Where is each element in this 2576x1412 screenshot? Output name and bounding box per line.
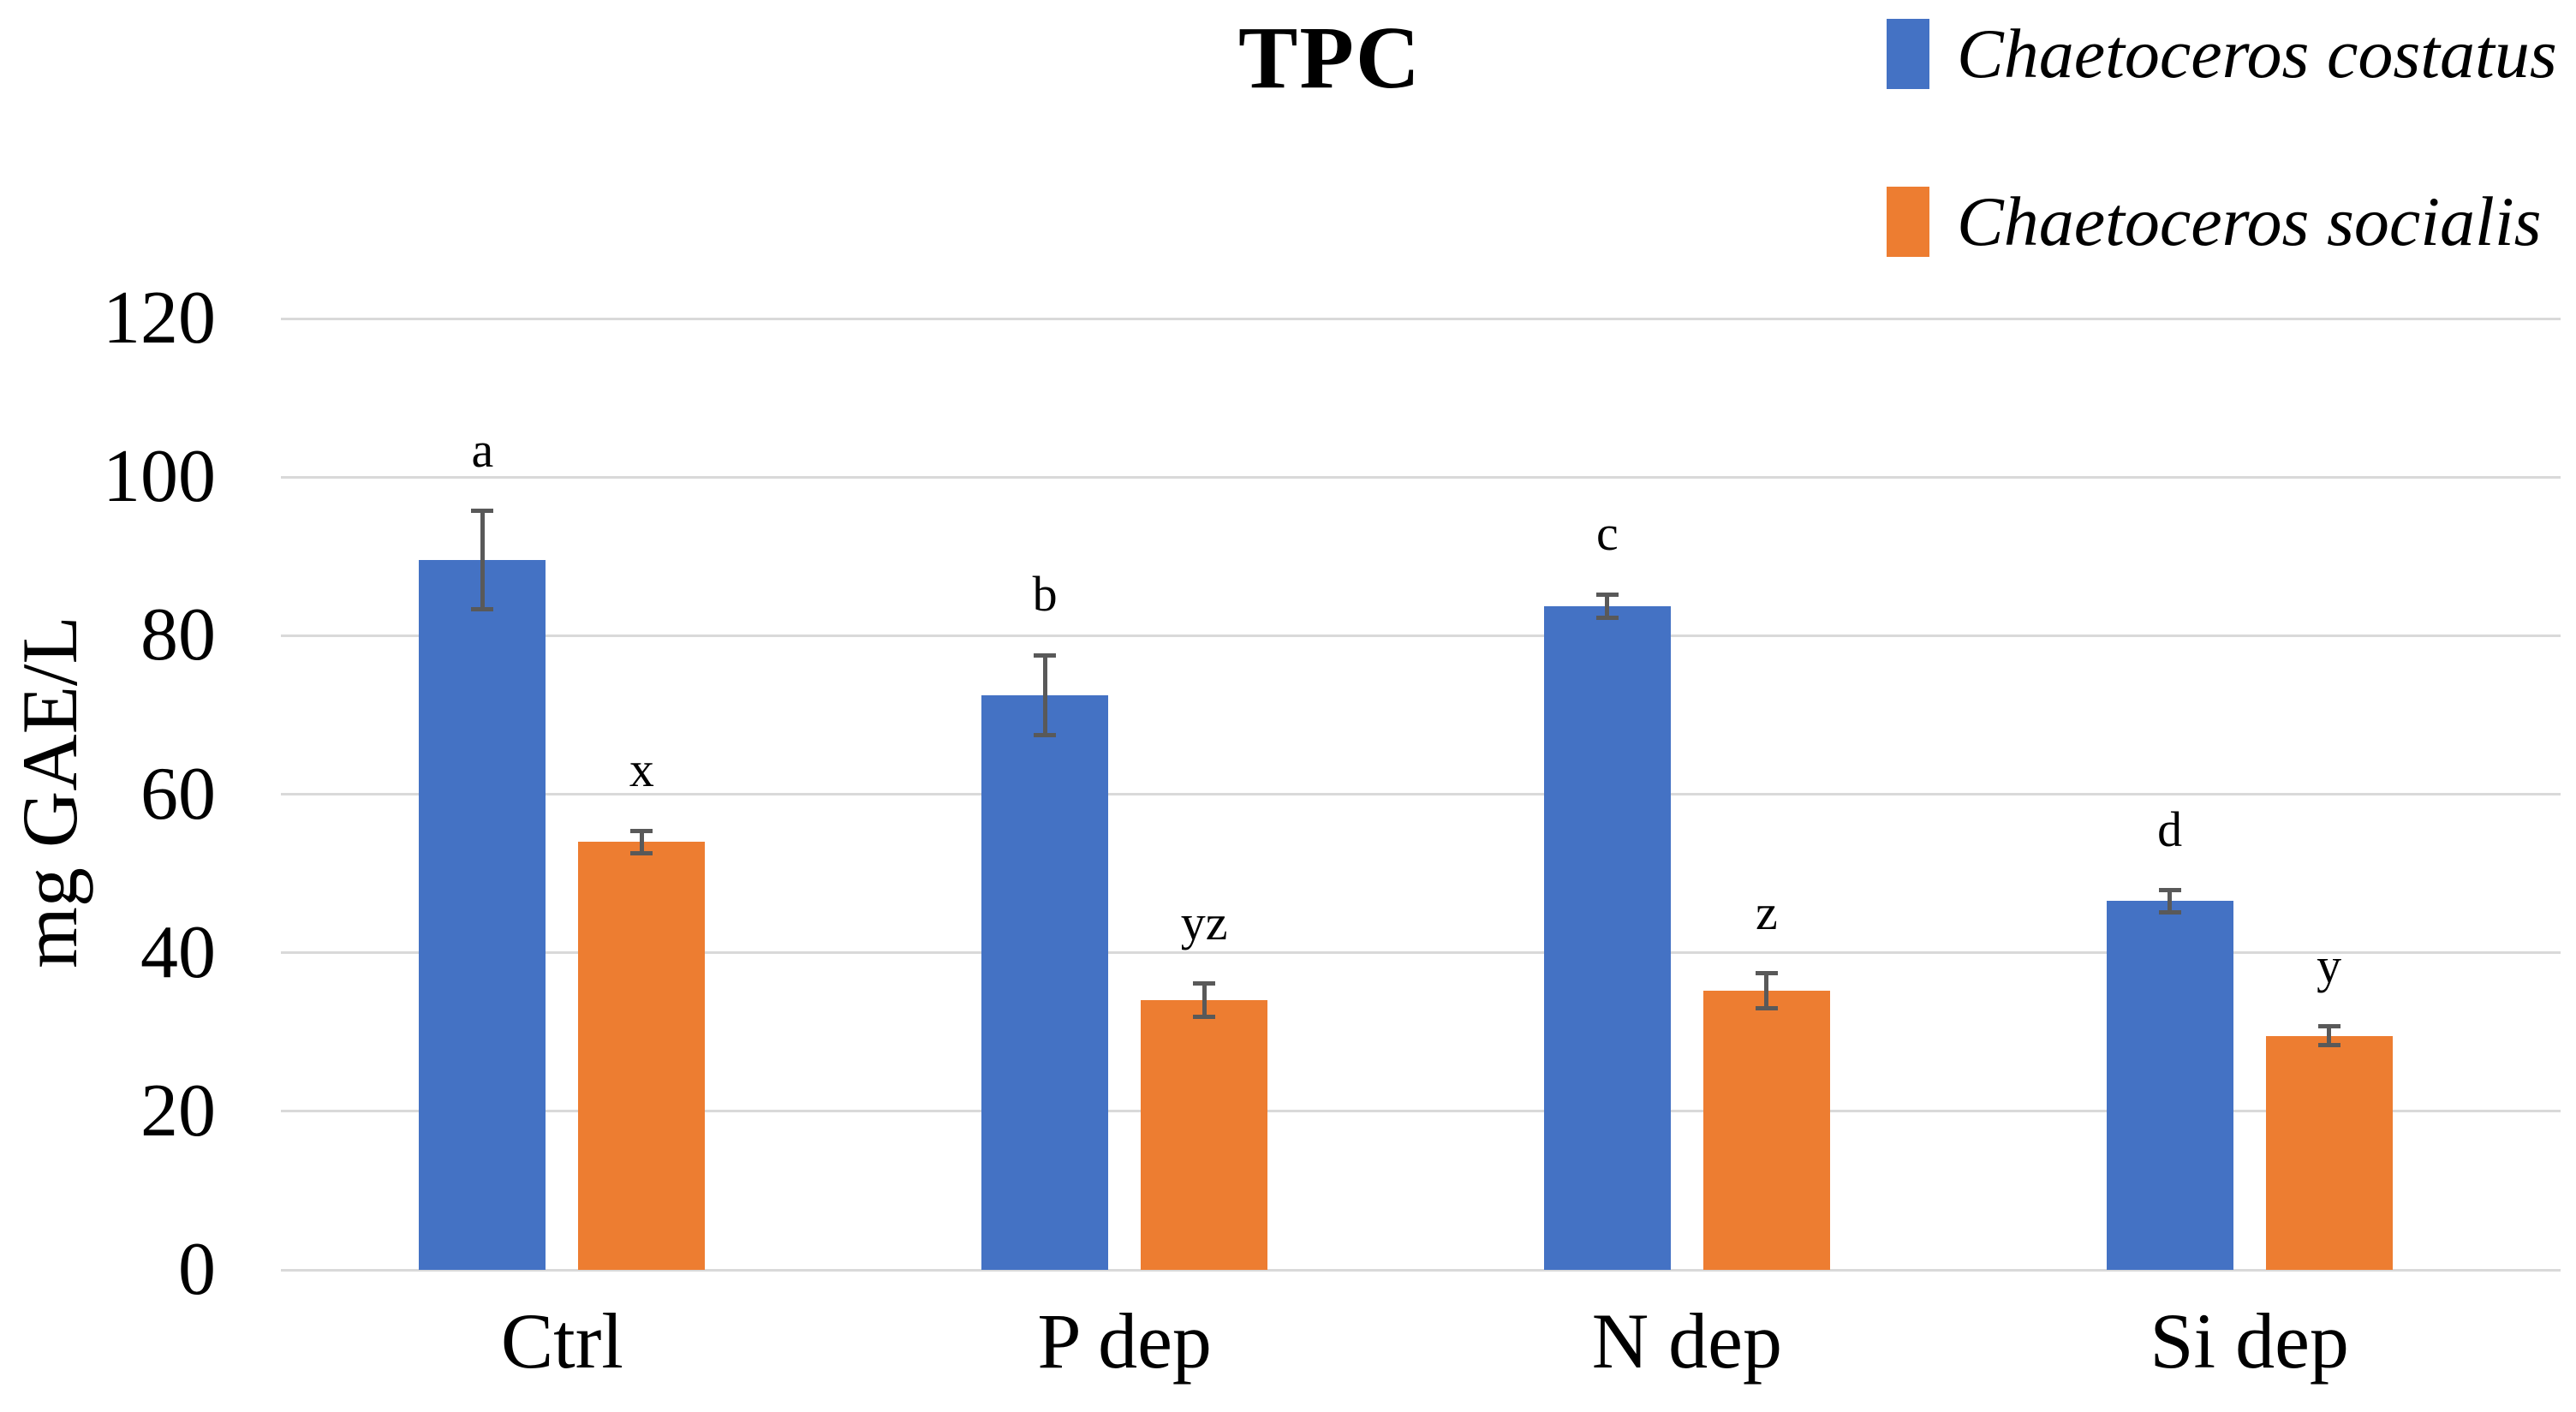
gridline-100 <box>281 475 2561 479</box>
error-bar-cap-top-costatus-p-dep <box>1034 652 1057 658</box>
gridline-20 <box>281 1110 2561 1113</box>
gridline-80 <box>281 634 2561 637</box>
error-bar-cap-bottom-costatus-n-dep <box>1595 616 1619 621</box>
error-bar-cap-top-costatus-ctrl <box>471 509 494 514</box>
bar-costatus-si-dep[interactable] <box>2106 901 2233 1270</box>
error-bar-cap-bottom-costatus-ctrl <box>471 607 494 612</box>
x-axis-label-si-dep: Si dep <box>2150 1297 2349 1385</box>
significance-letter-costatus-ctrl: a <box>471 421 494 478</box>
y-tick-label-0: 0 <box>178 1228 216 1311</box>
gridline-0 <box>281 1268 2561 1272</box>
error-bar-stem-socialis-p-dep <box>1202 983 1207 1017</box>
error-bar-cap-bottom-costatus-si-dep <box>2158 909 2181 915</box>
legend-item-socialis[interactable]: Chaetoceros socialis <box>1887 185 2542 259</box>
error-bar-stem-costatus-n-dep <box>1605 594 1610 618</box>
gridline-60 <box>281 793 2561 795</box>
significance-letter-costatus-n-dep: c <box>1596 505 1619 562</box>
error-bar-cap-bottom-socialis-n-dep <box>1755 1005 1778 1010</box>
error-bar-stem-socialis-si-dep <box>2327 1026 2332 1046</box>
error-bar-cap-top-socialis-n-dep <box>1755 971 1778 976</box>
bar-socialis-si-dep[interactable] <box>2265 1035 2393 1270</box>
error-bar-stem-costatus-p-dep <box>1042 655 1047 736</box>
significance-letter-socialis-si-dep: y <box>2317 937 2342 993</box>
bar-costatus-p-dep[interactable] <box>981 694 1109 1270</box>
legend-label-socialis: Chaetoceros socialis <box>1957 182 2542 260</box>
significance-letter-costatus-si-dep: d <box>2157 801 2183 857</box>
chart-title: TPC <box>1238 9 1422 107</box>
gridline-120 <box>281 317 2561 320</box>
x-axis-label-n-dep: N dep <box>1591 1297 1783 1385</box>
legend-label-costatus: Chaetoceros costatus <box>1957 15 2557 92</box>
error-bar-stem-costatus-si-dep <box>2168 890 2173 913</box>
legend-swatch-costatus-icon <box>1887 19 1929 89</box>
legend-item-costatus[interactable]: Chaetoceros costatus <box>1887 17 2557 91</box>
error-bar-cap-top-socialis-p-dep <box>1193 981 1216 986</box>
error-bar-cap-bottom-socialis-p-dep <box>1193 1015 1216 1020</box>
bar-costatus-n-dep[interactable] <box>1543 606 1671 1270</box>
significance-letter-socialis-n-dep: z <box>1756 884 1778 940</box>
error-bar-stem-socialis-n-dep <box>1764 973 1769 1009</box>
bar-socialis-p-dep[interactable] <box>1141 1000 1268 1270</box>
error-bar-cap-top-costatus-n-dep <box>1595 592 1619 597</box>
x-axis-label-ctrl: Ctrl <box>500 1297 623 1385</box>
y-tick-label-80: 80 <box>140 593 216 677</box>
legend-swatch-socialis-icon <box>1887 187 1929 257</box>
bar-socialis-n-dep[interactable] <box>1702 991 1830 1270</box>
significance-letter-socialis-ctrl: x <box>629 742 654 798</box>
error-bar-cap-bottom-socialis-ctrl <box>630 850 653 855</box>
y-tick-label-120: 120 <box>103 277 216 360</box>
error-bar-cap-bottom-costatus-p-dep <box>1034 732 1057 737</box>
y-tick-label-40: 40 <box>140 910 216 994</box>
significance-letter-costatus-p-dep: b <box>1032 566 1058 623</box>
gridline-40 <box>281 951 2561 955</box>
y-tick-label-60: 60 <box>140 752 216 836</box>
bar-costatus-ctrl[interactable] <box>419 560 546 1270</box>
error-bar-stem-socialis-ctrl <box>639 831 644 853</box>
error-bar-cap-top-socialis-ctrl <box>630 828 653 833</box>
error-bar-cap-top-costatus-si-dep <box>2158 888 2181 893</box>
x-axis-label-p-dep: P dep <box>1037 1297 1212 1385</box>
error-bar-stem-costatus-ctrl <box>480 510 485 610</box>
error-bar-cap-bottom-socialis-si-dep <box>2317 1043 2340 1048</box>
y-tick-label-20: 20 <box>140 1069 216 1153</box>
significance-letter-socialis-p-dep: yz <box>1180 894 1228 950</box>
error-bar-cap-top-socialis-si-dep <box>2317 1024 2340 1029</box>
y-tick-label-100: 100 <box>103 435 216 519</box>
bar-socialis-ctrl[interactable] <box>578 842 706 1270</box>
